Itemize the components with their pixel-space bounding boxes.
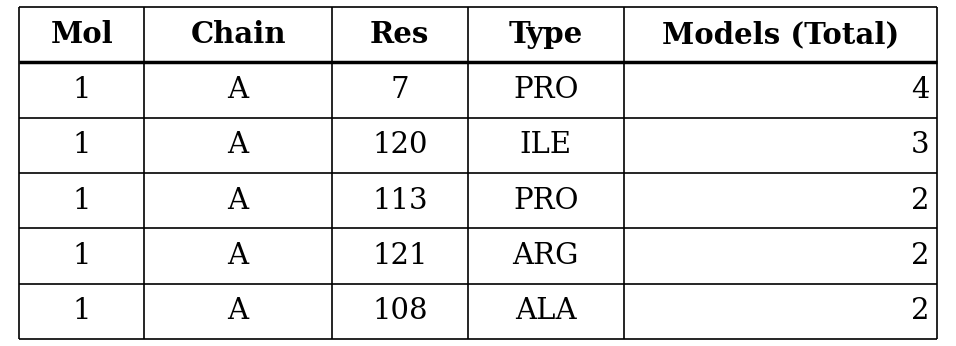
- Text: Type: Type: [509, 20, 583, 49]
- Text: PRO: PRO: [513, 187, 578, 215]
- Text: ALA: ALA: [515, 298, 576, 325]
- Text: 1: 1: [73, 298, 91, 325]
- Text: Mol: Mol: [51, 20, 113, 49]
- Text: 108: 108: [372, 298, 427, 325]
- Text: Models (Total): Models (Total): [662, 20, 899, 49]
- Text: 4: 4: [911, 76, 929, 104]
- Text: ILE: ILE: [520, 131, 572, 159]
- Text: 3: 3: [911, 131, 929, 159]
- Text: 1: 1: [73, 131, 91, 159]
- Text: 2: 2: [911, 187, 929, 215]
- Text: Chain: Chain: [190, 20, 286, 49]
- Text: 2: 2: [911, 298, 929, 325]
- Text: A: A: [228, 187, 249, 215]
- Text: 121: 121: [372, 242, 427, 270]
- Text: A: A: [228, 242, 249, 270]
- Text: 113: 113: [372, 187, 427, 215]
- Text: Res: Res: [370, 20, 429, 49]
- Text: PRO: PRO: [513, 76, 578, 104]
- Text: 1: 1: [73, 187, 91, 215]
- Text: 2: 2: [911, 242, 929, 270]
- Text: ARG: ARG: [512, 242, 579, 270]
- Text: 1: 1: [73, 76, 91, 104]
- Text: 120: 120: [372, 131, 427, 159]
- Text: 7: 7: [390, 76, 409, 104]
- Text: A: A: [228, 298, 249, 325]
- Text: 1: 1: [73, 242, 91, 270]
- Text: A: A: [228, 76, 249, 104]
- Text: A: A: [228, 131, 249, 159]
